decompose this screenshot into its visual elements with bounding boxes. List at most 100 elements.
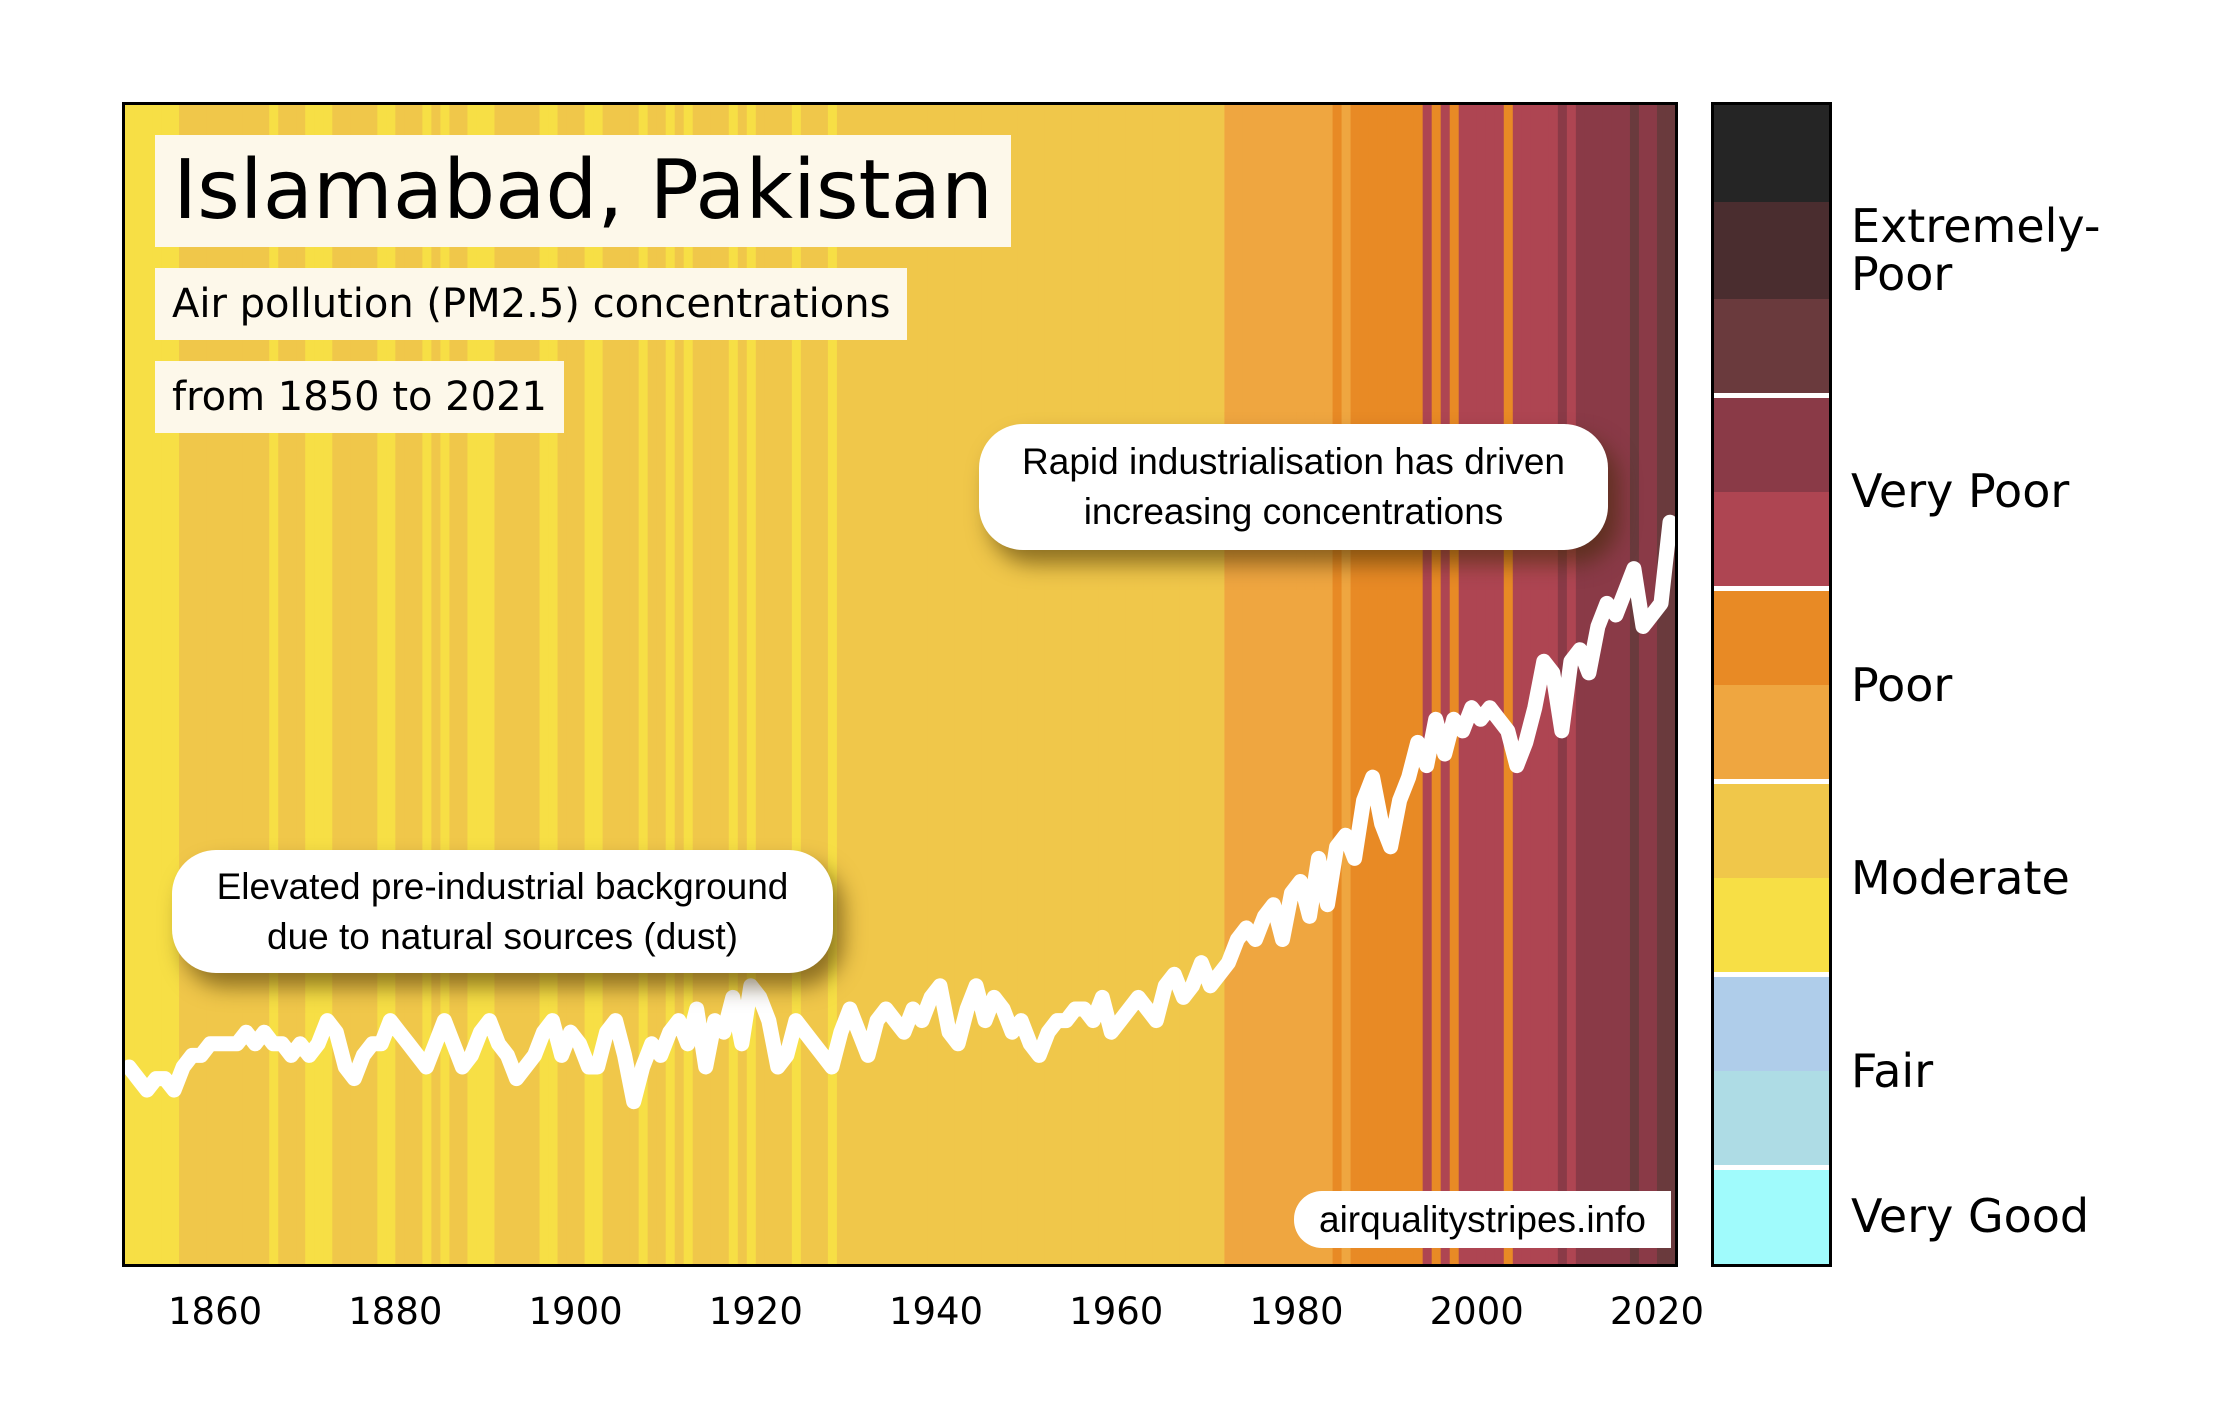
stripe-1867 (278, 105, 288, 1264)
colorbar-separator (1714, 1165, 1829, 1171)
stripe-1904 (611, 105, 622, 1264)
stripe-1879 (386, 105, 396, 1264)
stripe-1970 (1206, 105, 1217, 1264)
stripe-1856 (179, 105, 189, 1264)
stripe-1882 (413, 105, 423, 1264)
x-tick-label: 1940 (888, 1290, 984, 1333)
stripe-1880 (395, 105, 405, 1264)
stripe-2002 (1494, 105, 1505, 1264)
colorbar-block (1714, 1167, 1829, 1265)
colorbar-block (1714, 974, 1829, 1072)
stripe-1905 (620, 105, 631, 1264)
stripe-2003 (1503, 105, 1514, 1264)
stripe-2016 (1620, 105, 1631, 1264)
stripe-1908 (647, 105, 658, 1264)
stripe-1899 (566, 105, 577, 1264)
stripe-1858 (197, 105, 207, 1264)
stripe-1964 (1152, 105, 1162, 1264)
stripe-1962 (1134, 105, 1144, 1264)
stripe-1992 (1404, 105, 1415, 1264)
stripe-1976 (1260, 105, 1271, 1264)
stripe-1895 (530, 105, 541, 1264)
stripe-1876 (359, 105, 369, 1264)
stripe-1884 (431, 105, 442, 1264)
stripes-svg (125, 105, 1675, 1264)
stripe-1866 (269, 105, 279, 1264)
legend-label: Poor (1851, 657, 1953, 712)
stripe-2011 (1575, 105, 1586, 1264)
stripe-1852 (143, 105, 153, 1264)
stripe-1989 (1377, 105, 1388, 1264)
stripe-1918 (737, 105, 748, 1264)
stripe-1923 (782, 105, 793, 1264)
stripe-1983 (1323, 105, 1334, 1264)
stripe-1859 (206, 105, 216, 1264)
stripe-2012 (1584, 105, 1595, 1264)
stripe-1898 (557, 105, 568, 1264)
x-tick-label: 1900 (528, 1290, 623, 1333)
stripe-1868 (287, 105, 297, 1264)
stripe-1897 (548, 105, 559, 1264)
legend-label: Very Poor (1851, 464, 2070, 519)
stripe-1920 (755, 105, 766, 1264)
stripe-1953 (1053, 105, 1063, 1264)
stripe-1949 (1017, 105, 1027, 1264)
annotation-line: Elevated pre-industrial background (216, 865, 789, 907)
stripe-1933 (872, 105, 883, 1264)
x-tick-label: 1920 (708, 1290, 803, 1333)
chart-subtitle: Air pollution (PM2.5) concentrations (155, 268, 908, 340)
stripe-1935 (890, 105, 901, 1264)
stripe-1999 (1467, 105, 1478, 1264)
stripe-2020 (1656, 105, 1667, 1264)
stripe-1946 (990, 105, 1000, 1264)
watermark-link: airqualitystripes.info (1294, 1191, 1671, 1248)
stripe-2004 (1512, 105, 1523, 1264)
stripe-1937 (909, 105, 919, 1264)
stripe-1878 (377, 105, 387, 1264)
stripe-1938 (918, 105, 928, 1264)
colorbar-block (1714, 491, 1829, 589)
stripe-1886 (449, 105, 460, 1264)
stripe-1861 (224, 105, 234, 1264)
stripe-1862 (233, 105, 243, 1264)
stripe-1939 (927, 105, 937, 1264)
colorbar-separator (1714, 972, 1829, 978)
stripe-1916 (719, 105, 730, 1264)
stripe-2019 (1647, 105, 1658, 1264)
stripe-1952 (1044, 105, 1054, 1264)
stripe-1940 (936, 105, 946, 1264)
stripe-1948 (1008, 105, 1018, 1264)
legend-label: Extremely- Poor (1851, 198, 2101, 301)
stripe-1851 (134, 105, 144, 1264)
stripe-1973 (1233, 105, 1244, 1264)
stripe-1941 (945, 105, 955, 1264)
stripe-1925 (800, 105, 811, 1264)
stripe-1901 (584, 105, 595, 1264)
stripe-1891 (494, 105, 505, 1264)
stripe-1874 (341, 105, 351, 1264)
chart-period: from 1850 to 2021 (155, 361, 564, 433)
stripe-1857 (188, 105, 198, 1264)
x-tick-label: 2020 (1609, 1290, 1705, 1333)
stripe-1909 (656, 105, 667, 1264)
stripe-1958 (1098, 105, 1108, 1264)
colorbar-block (1714, 781, 1829, 879)
colorbar-block (1714, 201, 1829, 299)
colorbar-block (1714, 394, 1829, 492)
stripe-1980 (1296, 105, 1307, 1264)
stripe-1950 (1026, 105, 1036, 1264)
stripe-1998 (1458, 105, 1469, 1264)
stripe-1994 (1422, 105, 1433, 1264)
stripe-1863 (242, 105, 252, 1264)
stripe-1969 (1197, 105, 1207, 1264)
stripe-1924 (791, 105, 802, 1264)
stripe-1865 (260, 105, 270, 1264)
annotation-line: due to natural sources (dust) (267, 915, 738, 957)
stripe-2014 (1602, 105, 1613, 1264)
colorbar-block (1714, 298, 1829, 396)
stripes-plot: Islamabad, Pakistan Air pollution (PM2.5… (122, 102, 1678, 1267)
stripe-1931 (854, 105, 865, 1264)
stripe-1967 (1179, 105, 1189, 1264)
stripe-1972 (1224, 105, 1235, 1264)
stripe-1944 (972, 105, 982, 1264)
